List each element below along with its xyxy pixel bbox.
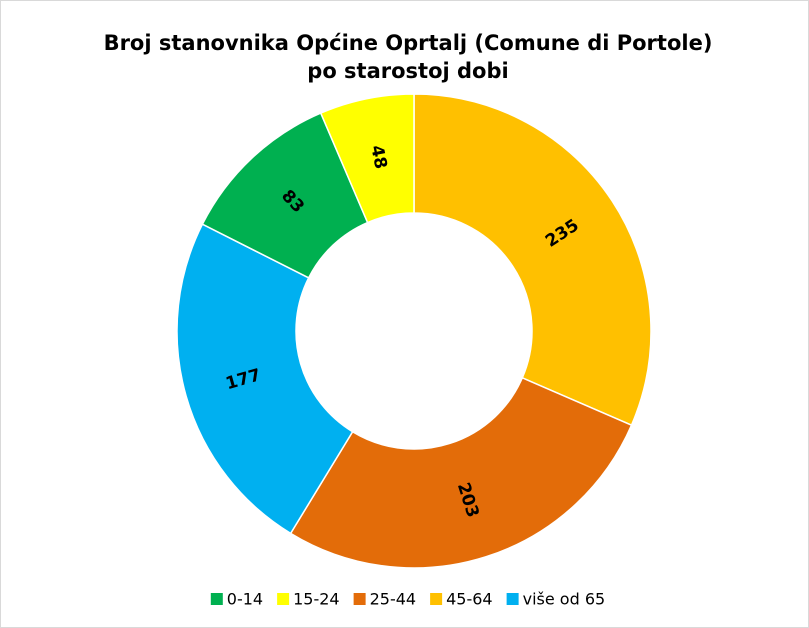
legend-label: 0-14 [227,590,263,609]
legend-swatch [210,593,223,605]
legend-swatch [277,593,290,605]
data-label: 48 [366,144,390,171]
chart-title: Broj stanovnika Općine Oprtalj (Comune d… [104,31,713,55]
donut-slice [319,93,415,224]
legend-label: više od 65 [523,590,606,609]
legend-label: 45-64 [446,590,493,609]
donut-slice [289,376,633,569]
chart-subtitle: po starostoj dobi [307,59,508,83]
legend-label: 25-44 [370,590,417,609]
legend-swatch [353,593,366,605]
donut-slice [413,93,652,427]
legend-swatch [506,593,519,605]
donut-slice [176,223,354,535]
legend: 0-14 15-24 25-44 45-64 više od 65 [210,590,606,609]
legend-label: 15-24 [293,590,340,609]
legend-swatch [430,593,443,605]
